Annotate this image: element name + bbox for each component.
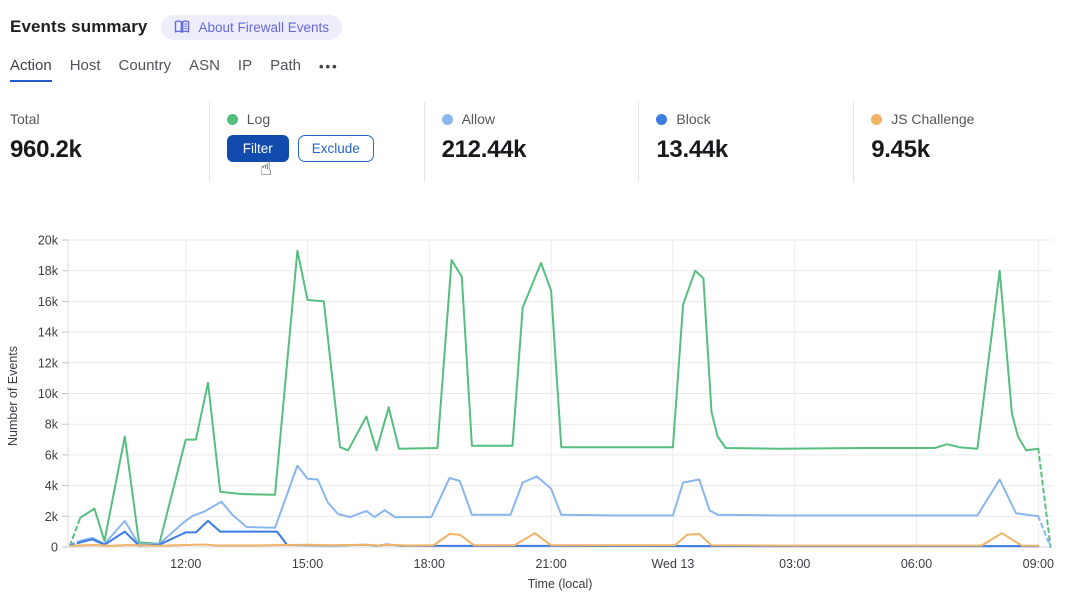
log-series-line[interactable] [79, 249, 1040, 545]
x-tick-label: 15:00 [292, 557, 323, 571]
y-tick-label: 8k [45, 418, 59, 432]
x-tick-label: 12:00 [170, 557, 201, 571]
block-series-dot [656, 113, 668, 125]
stat-card-allow[interactable]: Allow 212.44k [423, 102, 639, 182]
js-challenge-series-line[interactable] [69, 532, 1040, 547]
y-tick-label: 4k [45, 479, 59, 493]
events-chart[interactable]: 0 2k 4k 6k 8k 10k 12k 14k 16k 18k 20k 12:00 15:00 18:… [0, 228, 1068, 600]
page-title: Events summary [10, 17, 148, 36]
js-challenge-value: 9.45k [871, 136, 930, 163]
x-tick-label: 18:00 [414, 557, 445, 571]
y-tick-label: 18k [38, 264, 59, 278]
x-tick-label: 03:00 [779, 557, 810, 571]
tab-path[interactable]: Path [270, 57, 301, 74]
y-tick-label: 0 [51, 541, 58, 555]
x-tick-label: 21:00 [535, 557, 566, 571]
about-firewall-events-badge[interactable]: About Firewall Events [161, 14, 343, 40]
js-challenge-label: JS Challenge [891, 111, 975, 127]
tab-action[interactable]: Action [10, 57, 52, 82]
y-tick-label: 12k [38, 356, 59, 370]
events-chart-container: 0 2k 4k 6k 8k 10k 12k 14k 16k 18k 20k 12:00 15:00 18:… [0, 228, 1068, 605]
page-header: Events summary About Firewall Events [0, 0, 1068, 41]
y-tick-label: 10k [38, 387, 59, 401]
log-line-lead-dash [69, 516, 82, 547]
y-tick-label: 20k [38, 234, 59, 248]
allow-series-dot [441, 113, 453, 125]
total-value: 960.2k [10, 136, 82, 163]
total-label: Total [10, 111, 40, 127]
book-icon [174, 20, 190, 34]
more-tabs-icon[interactable]: ••• [318, 59, 339, 74]
block-series-line[interactable] [79, 519, 1040, 548]
allow-value: 212.44k [441, 136, 527, 163]
tab-country[interactable]: Country [118, 57, 172, 74]
summary-tabs: Action Host Country ASN IP Path ••• [10, 55, 1068, 82]
allow-series-line[interactable] [79, 464, 1040, 546]
tab-asn[interactable]: ASN [189, 57, 220, 74]
block-value: 13.44k [656, 136, 728, 163]
filter-button[interactable]: Filter [226, 135, 289, 162]
y-tick-label: 14k [38, 326, 59, 340]
y-tick-label: 6k [45, 448, 59, 462]
allow-label: Allow [461, 111, 496, 127]
stats-row: Total 960.2k Log Filter Exclude ☝ Allow … [10, 102, 1068, 182]
y-axis-title: Number of Events [6, 346, 20, 446]
exclude-button[interactable]: Exclude [297, 135, 374, 162]
about-badge-label: About Firewall Events [198, 19, 330, 35]
x-tick-label: 09:00 [1023, 557, 1054, 571]
stat-card-total[interactable]: Total 960.2k [10, 102, 209, 182]
y-tick-label: 16k [38, 295, 59, 309]
allow-line-tail-dash [1037, 515, 1052, 548]
y-tick-label: 2k [45, 510, 59, 524]
log-series-dot [226, 113, 238, 125]
log-label: Log [246, 111, 271, 127]
log-line-tail-dash [1037, 447, 1052, 548]
tab-host[interactable]: Host [69, 57, 101, 74]
x-tick-label: 06:00 [901, 557, 932, 571]
stat-card-block[interactable]: Block 13.44k [638, 102, 853, 182]
js-challenge-series-dot [871, 113, 883, 125]
block-label: Block [676, 111, 711, 127]
tab-ip[interactable]: IP [237, 57, 253, 74]
x-axis-title: Time (local) [528, 577, 593, 591]
stat-card-js-challenge[interactable]: JS Challenge 9.45k [853, 102, 1068, 182]
stat-card-log[interactable]: Log Filter Exclude ☝ [208, 102, 424, 182]
x-tick-label: Wed 13 [651, 557, 694, 571]
